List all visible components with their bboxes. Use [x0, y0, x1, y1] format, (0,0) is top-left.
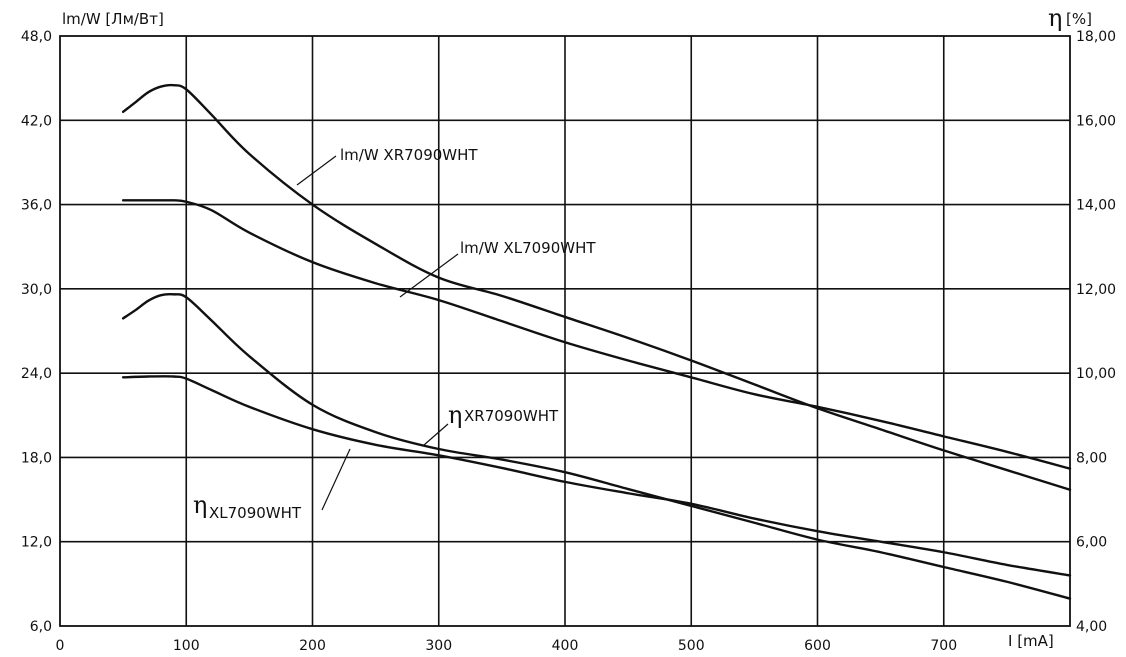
left-tick-label-7: 48,0	[21, 29, 52, 45]
annotation-layer: lm/W XR7090WHT lm/W XL7090WHT η XR7090WH…	[193, 146, 596, 522]
right-tick-label-0: 4,00	[1076, 619, 1107, 635]
right-tick-label-6: 16,00	[1076, 113, 1116, 129]
x-tick-label-100: 100	[173, 638, 200, 654]
left-tick-label-0: 6,0	[30, 619, 52, 635]
annotation-eta-xl: XL7090WHT	[209, 504, 302, 522]
series-line--xl7090wht	[121, 375, 1072, 577]
x-tick-label-500: 500	[678, 638, 705, 654]
leader-eta-xl	[321, 448, 351, 511]
annotation-eta-xl-symbol: η	[193, 491, 207, 519]
axes-layer: lm/W [Лм/Вт] I [mA] η [%]	[62, 4, 1092, 650]
right-tick-label-1: 6,00	[1076, 535, 1107, 551]
grid-layer	[60, 36, 1070, 626]
left-tick-label-5: 36,0	[21, 198, 52, 214]
leader-lmw-xr	[296, 155, 337, 186]
x-tick-label-0: 0	[56, 638, 65, 654]
left-tick-label-2: 18,0	[21, 450, 52, 466]
annotation-eta-xr: XR7090WHT	[464, 407, 559, 425]
x-tick-label-200: 200	[299, 638, 326, 654]
x-axis-title: I [mA]	[1008, 632, 1054, 650]
left-tick-label-3: 24,0	[21, 366, 52, 382]
right-tick-label-7: 18,00	[1076, 29, 1116, 45]
series-line-lm-w-xr7090wht	[121, 83, 1072, 491]
right-tick-label-5: 14,00	[1076, 198, 1116, 214]
annotation-lmw-xr: lm/W XR7090WHT	[340, 146, 478, 164]
right-axis-title-symbol: η	[1048, 4, 1062, 32]
x-tick-label-400: 400	[552, 638, 579, 654]
right-axis-title-unit: [%]	[1066, 10, 1092, 28]
series-line-lm-w-xl7090wht	[121, 199, 1072, 470]
leader-lmw-xl	[399, 253, 459, 298]
series-line--xr7090wht	[121, 292, 1072, 600]
ticks-layer: 0 100 200 300 400 500 600 700 6,0 12,0 18,0 24,0 30,…	[21, 29, 1116, 654]
right-tick-label-3: 10,00	[1076, 366, 1116, 382]
left-tick-label-6: 42,0	[21, 113, 52, 129]
right-tick-label-2: 8,00	[1076, 450, 1107, 466]
left-tick-label-4: 30,0	[21, 282, 52, 298]
leader-eta-xr	[423, 423, 449, 446]
left-tick-label-1: 12,0	[21, 535, 52, 551]
annotation-eta-xr-symbol: η	[448, 401, 462, 429]
x-tick-label-300: 300	[425, 638, 452, 654]
x-tick-label-700: 700	[930, 638, 957, 654]
annotation-lmw-xl: lm/W XL7090WHT	[460, 239, 596, 257]
plot-frame	[59, 35, 1071, 627]
left-axis-title: lm/W [Лм/Вт]	[62, 10, 164, 28]
x-tick-label-600: 600	[804, 638, 831, 654]
right-tick-label-4: 12,00	[1076, 282, 1116, 298]
series-layer	[121, 83, 1072, 600]
